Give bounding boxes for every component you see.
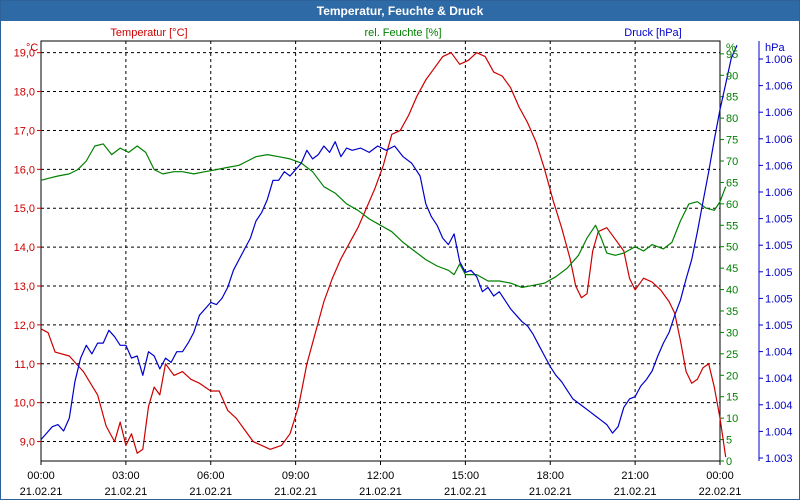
pressure-legend: Druck [hPa] xyxy=(624,27,681,39)
temp-tick-label: 19,0 xyxy=(14,48,35,60)
hum-legend: rel. Feuchte [%] xyxy=(364,27,441,39)
x-tick-time: 15:00 xyxy=(452,470,480,482)
hum-tick-label: 75 xyxy=(726,135,738,147)
hum-tick-label: 90 xyxy=(726,70,738,82)
pressure-tick-label: 1.005 xyxy=(765,320,793,332)
temp-tick-label: 18,0 xyxy=(14,87,35,99)
hum-tick-label: 40 xyxy=(726,285,738,297)
temp-tick-label: 11,0 xyxy=(14,359,35,371)
hum-unit: % xyxy=(726,42,736,54)
temp-tick-label: 10,0 xyxy=(14,398,35,410)
pressure-tick-label: 1.005 xyxy=(765,293,793,305)
x-tick-date: 21.02.21 xyxy=(274,486,317,498)
grid xyxy=(41,41,720,461)
hum-tick-label: 70 xyxy=(726,156,738,168)
axes xyxy=(37,40,763,465)
x-tick-time: 03:00 xyxy=(112,470,140,482)
hum-tick-label: 30 xyxy=(726,327,738,339)
temp-tick-label: 9,0 xyxy=(20,437,35,449)
hum-tick-label: 20 xyxy=(726,370,738,382)
temp-tick-label: 15,0 xyxy=(14,203,35,215)
x-tick-date: 21.02.21 xyxy=(529,486,572,498)
x-tick-date: 21.02.21 xyxy=(359,486,402,498)
pressure-tick-label: 1.004 xyxy=(765,400,793,412)
chart-svg: 00:00 21.02.21 03:00 21.02.21 06:00 21.02.21 0… xyxy=(14,27,793,498)
x-tick-date: 21.02.21 xyxy=(614,486,657,498)
labels: 00:00 21.02.21 03:00 21.02.21 06:00 21.02.21 0… xyxy=(14,27,793,498)
x-tick-date: 21.02.21 xyxy=(104,486,147,498)
x-tick-date: 21.02.21 xyxy=(189,486,232,498)
pressure-tick-label: 1.004 xyxy=(765,347,793,359)
x-tick-time: 21:00 xyxy=(621,470,649,482)
pressure-unit: hPa xyxy=(765,42,785,54)
series-line-temperature xyxy=(40,52,727,458)
pressure-tick-label: 1.006 xyxy=(765,81,793,93)
pressure-tick-label: 1.005 xyxy=(765,240,793,252)
x-tick-date: 21.02.21 xyxy=(444,486,487,498)
temp-tick-label: 14,0 xyxy=(14,242,35,254)
hum-tick-label: 5 xyxy=(726,435,732,447)
hum-tick-label: 25 xyxy=(726,349,738,361)
temp-tick-label: 17,0 xyxy=(14,125,35,137)
hum-tick-label: 35 xyxy=(726,306,738,318)
hum-tick-label: 95 xyxy=(726,49,738,61)
hum-tick-label: 15 xyxy=(726,392,738,404)
pressure-tick-label: 1.005 xyxy=(765,267,793,279)
pressure-tick-label: 1.003 xyxy=(765,453,793,465)
temp-tick-label: 13,0 xyxy=(14,281,35,293)
temp-unit: °C xyxy=(26,42,38,54)
x-tick-date: 22.02.21 xyxy=(699,486,742,498)
series-line-humidity xyxy=(40,143,727,288)
hum-tick-label: 55 xyxy=(726,220,738,232)
hum-tick-label: 85 xyxy=(726,92,738,104)
pressure-tick-label: 1.006 xyxy=(765,160,793,172)
temp-tick-label: 16,0 xyxy=(14,164,35,176)
pressure-tick-label: 1.006 xyxy=(765,107,793,119)
x-tick-time: 18:00 xyxy=(536,470,564,482)
hum-tick-label: 0 xyxy=(726,456,732,468)
temp-tick-label: 12,0 xyxy=(14,320,35,332)
x-tick-date: 21.02.21 xyxy=(20,486,63,498)
hum-tick-label: 10 xyxy=(726,413,738,425)
series xyxy=(40,45,738,458)
pressure-tick-label: 1.006 xyxy=(765,54,793,66)
hum-tick-label: 50 xyxy=(726,242,738,254)
hum-tick-label: 45 xyxy=(726,263,738,275)
pressure-tick-label: 1.004 xyxy=(765,426,793,438)
pressure-tick-label: 1.006 xyxy=(765,134,793,146)
chart-title: Temperatur, Feuchte & Druck xyxy=(1,1,799,21)
temp-legend: Temperatur [°C] xyxy=(110,27,187,39)
x-tick-time: 00:00 xyxy=(27,470,55,482)
hum-tick-label: 80 xyxy=(726,113,738,125)
pressure-tick-label: 1.006 xyxy=(765,187,793,199)
hum-tick-label: 65 xyxy=(726,177,738,189)
series-line-pressure xyxy=(40,45,738,440)
x-tick-time: 09:00 xyxy=(282,470,310,482)
x-tick-time: 06:00 xyxy=(197,470,225,482)
pressure-tick-label: 1.005 xyxy=(765,214,793,226)
x-tick-time: 00:00 xyxy=(706,470,734,482)
pressure-tick-label: 1.004 xyxy=(765,373,793,385)
x-tick-time: 12:00 xyxy=(367,470,395,482)
hum-tick-label: 60 xyxy=(726,199,738,211)
